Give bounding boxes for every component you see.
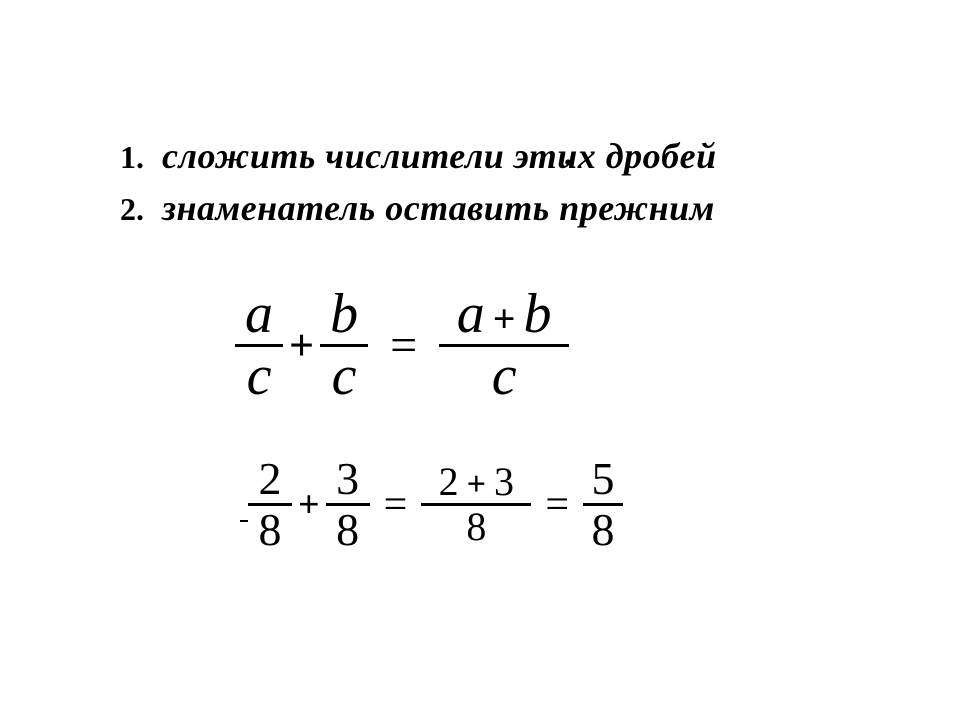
- numerator: 5: [588, 455, 619, 503]
- numerator: b: [326, 285, 362, 344]
- numerator: 2 + 3: [435, 461, 518, 503]
- denominator: 8: [255, 506, 286, 554]
- denominator: 8: [588, 506, 619, 554]
- denominator: c: [243, 347, 276, 406]
- equals-sign: =: [384, 481, 408, 529]
- plus-operator: +: [298, 483, 320, 527]
- num-3: 3: [494, 459, 514, 504]
- plus-operator: +: [467, 466, 486, 503]
- rules-list: 1. сложить числители этих дробей 2. знам…: [120, 135, 717, 239]
- denominator: c: [328, 347, 361, 406]
- formula-general: a c + b c = a + b c: [235, 285, 569, 406]
- fraction-2-8: 2 8: [248, 455, 292, 555]
- rule-1-text: сложить числители этих дробей: [162, 135, 717, 177]
- denominator: 8: [462, 506, 490, 548]
- rule-2-text: знаменатель оставить прежним: [162, 187, 715, 229]
- equals-sign: =: [545, 481, 569, 529]
- rule-2-number: 2.: [120, 191, 144, 228]
- formula-example: 2 8 + 3 8 = 2 + 3 8 = 5 8: [248, 455, 623, 555]
- fraction-5-8: 5 8: [583, 455, 623, 555]
- rule-1-number: 1.: [120, 139, 144, 176]
- numerator: a: [241, 285, 277, 344]
- fraction-b-c: b c: [320, 285, 368, 406]
- num-2: 2: [439, 459, 459, 504]
- slide: . 1. сложить числители этих дробей 2. зн…: [0, 0, 960, 720]
- equals-sign: =: [390, 318, 417, 373]
- plus-operator: +: [289, 320, 314, 371]
- numerator: a + b: [453, 285, 556, 344]
- numerator: 2: [255, 455, 286, 503]
- fraction-a-c: a c: [235, 285, 283, 406]
- fraction-sum: a + b c: [439, 285, 569, 406]
- stray-mark: [240, 520, 248, 522]
- rule-1: 1. сложить числители этих дробей: [120, 135, 717, 177]
- var-b: b: [524, 283, 552, 345]
- numerator: 3: [332, 455, 363, 503]
- rule-2: 2. знаменатель оставить прежним: [120, 187, 717, 229]
- plus-operator: +: [493, 296, 516, 341]
- var-a: a: [457, 283, 485, 345]
- denominator: c: [488, 347, 521, 406]
- denominator: 8: [332, 506, 363, 554]
- fraction-3-8: 3 8: [326, 455, 370, 555]
- fraction-2plus3-8: 2 + 3 8: [421, 461, 531, 548]
